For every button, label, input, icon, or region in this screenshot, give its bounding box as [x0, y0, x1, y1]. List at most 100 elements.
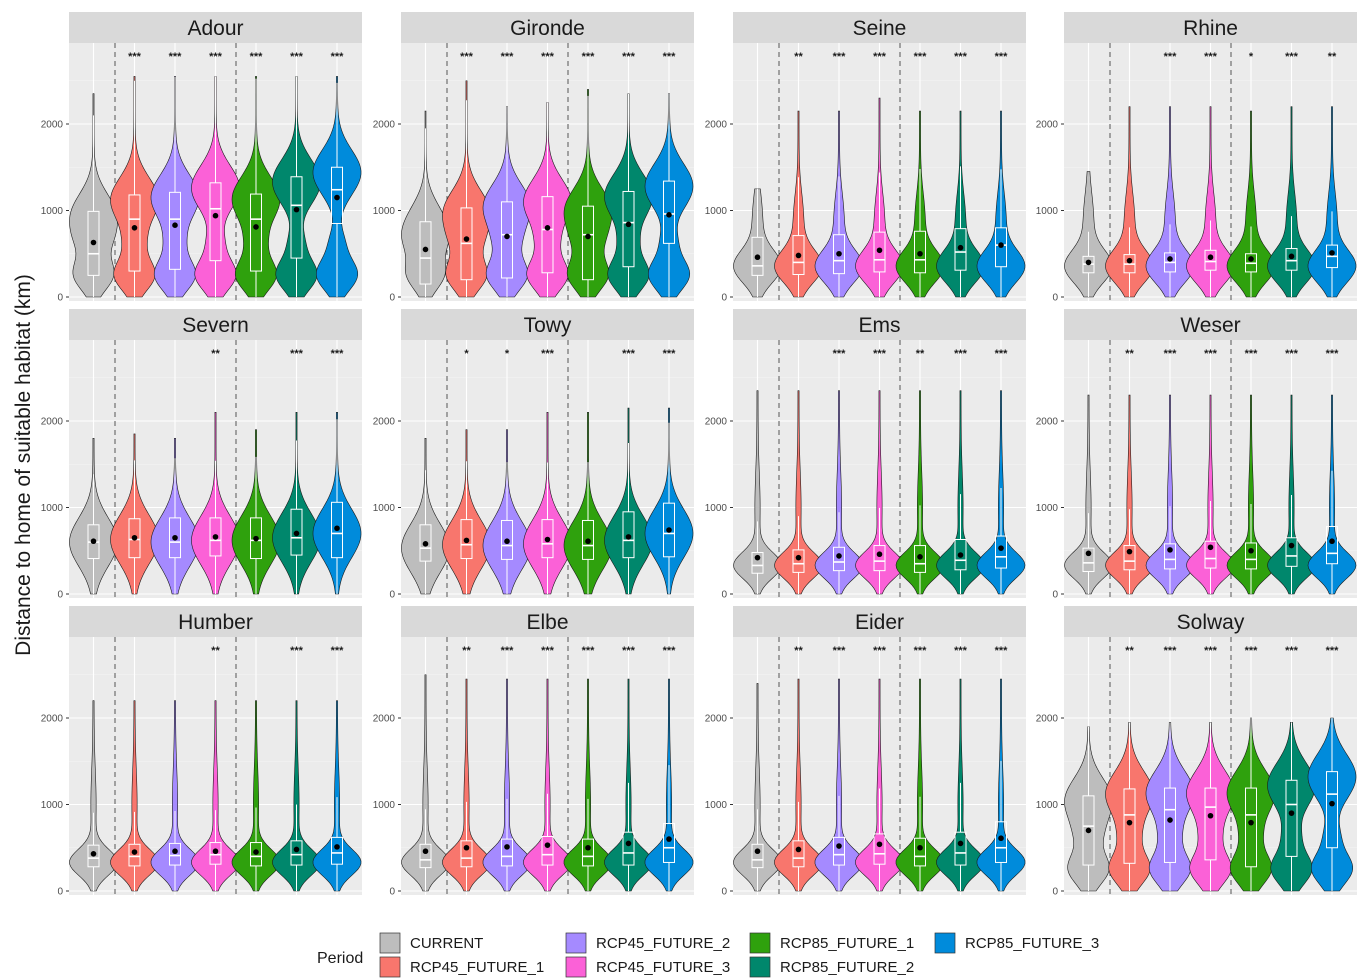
mean-point	[998, 242, 1004, 248]
panel-strip	[733, 12, 1026, 43]
legend-label: CURRENT	[410, 935, 483, 952]
significance-label: ***	[1285, 51, 1299, 63]
mean-point	[212, 534, 219, 540]
mean-point	[293, 206, 300, 213]
mean-point	[1126, 548, 1133, 555]
box	[209, 842, 222, 865]
box	[954, 539, 967, 571]
y-tick-label: 2000	[1036, 417, 1059, 428]
significance-label: ***	[1245, 645, 1259, 657]
panel-strip	[401, 309, 694, 340]
mean-point	[172, 222, 178, 229]
panel-strip	[69, 606, 362, 637]
significance-label: **	[462, 645, 471, 657]
panel-title: Towy	[524, 314, 572, 337]
significance-label: ***	[501, 645, 515, 657]
legend: Period CURRENT RCP45_FUTURE_1 RCP45_FUTURE…	[317, 932, 1099, 978]
mean-point	[131, 225, 138, 231]
significance-label: ***	[833, 51, 847, 63]
y-tick-label: 2000	[1036, 120, 1059, 131]
box	[833, 836, 845, 866]
significance-label: ***	[663, 51, 677, 63]
mean-point	[1207, 544, 1214, 551]
y-tick-label: 0	[1052, 293, 1058, 304]
violin-rcp85-future-3	[644, 93, 694, 298]
box	[1123, 788, 1136, 864]
y-tick-label: 1000	[1036, 206, 1059, 217]
mean-point	[90, 239, 97, 246]
box	[833, 234, 845, 275]
significance-label: ***	[663, 348, 677, 360]
violin-rcp45-future-2	[1145, 722, 1195, 892]
significance-label: ***	[128, 51, 142, 63]
significance-label: ***	[1204, 645, 1218, 657]
box	[1285, 779, 1298, 857]
violin-rcp45-future-2	[814, 678, 864, 892]
y-tick-label: 1000	[41, 503, 64, 514]
box	[792, 549, 805, 573]
y-tick-label: 1000	[41, 206, 64, 217]
violin-rcp85-future-2	[1267, 394, 1316, 595]
box	[995, 227, 1007, 268]
panel-strip	[401, 606, 694, 637]
box	[792, 235, 805, 276]
significance-label: ***	[954, 645, 968, 657]
violin-rcp45-future-2	[482, 678, 532, 892]
significance-label: **	[794, 51, 803, 63]
mean-point	[666, 212, 672, 218]
violin-rcp85-future-2	[604, 93, 653, 298]
box	[1285, 537, 1298, 567]
mean-point	[504, 233, 510, 240]
violin-rcp45-future-3	[1186, 106, 1235, 298]
mean-point	[754, 848, 761, 855]
mean-point	[172, 534, 178, 541]
significance-label: **	[1125, 348, 1134, 360]
y-tick-label: 0	[721, 887, 727, 898]
violin-rcp45-future-3	[191, 700, 240, 892]
box	[250, 842, 262, 867]
box	[419, 843, 432, 869]
y-tick-label: 1000	[705, 800, 728, 811]
y-tick-label: 2000	[41, 120, 64, 131]
significance-label: ***	[954, 348, 968, 360]
panel-strip	[69, 12, 362, 43]
box	[622, 511, 635, 559]
panel-strip	[733, 309, 1026, 340]
box	[751, 551, 764, 574]
mean-point	[917, 250, 923, 257]
legend-title: Period	[317, 950, 363, 967]
mean-point	[1329, 538, 1335, 545]
panel-gironde: Gironde 0 1000 2000 *** *** *** *** *** ***	[373, 12, 694, 304]
mean-point	[754, 254, 761, 261]
y-tick-label: 1000	[705, 206, 728, 217]
mean-point	[1329, 800, 1335, 807]
panel-title: Humber	[178, 611, 253, 634]
mean-point	[625, 840, 632, 847]
panel-title: Weser	[1180, 314, 1240, 337]
box	[873, 231, 886, 273]
box	[873, 833, 886, 865]
violin-rcp45-future-3	[1186, 394, 1235, 595]
violin-rcp85-future-2	[272, 76, 321, 298]
mean-point	[1207, 812, 1214, 819]
box	[1204, 787, 1217, 861]
box	[501, 519, 513, 560]
y-tick-label: 2000	[41, 714, 64, 725]
box	[582, 838, 594, 867]
box	[914, 837, 926, 867]
significance-label: *	[464, 348, 469, 360]
box	[128, 843, 141, 867]
significance-label: ***	[1326, 348, 1340, 360]
panel-strip	[401, 12, 694, 43]
mean-point	[253, 849, 259, 855]
box	[128, 518, 141, 559]
significance-label: ***	[622, 348, 636, 360]
violin-rcp85-future-3	[1307, 106, 1357, 298]
y-tick-label: 1000	[1036, 800, 1059, 811]
mean-point	[334, 525, 340, 532]
mean-point	[422, 848, 429, 855]
significance-label: ***	[290, 348, 304, 360]
